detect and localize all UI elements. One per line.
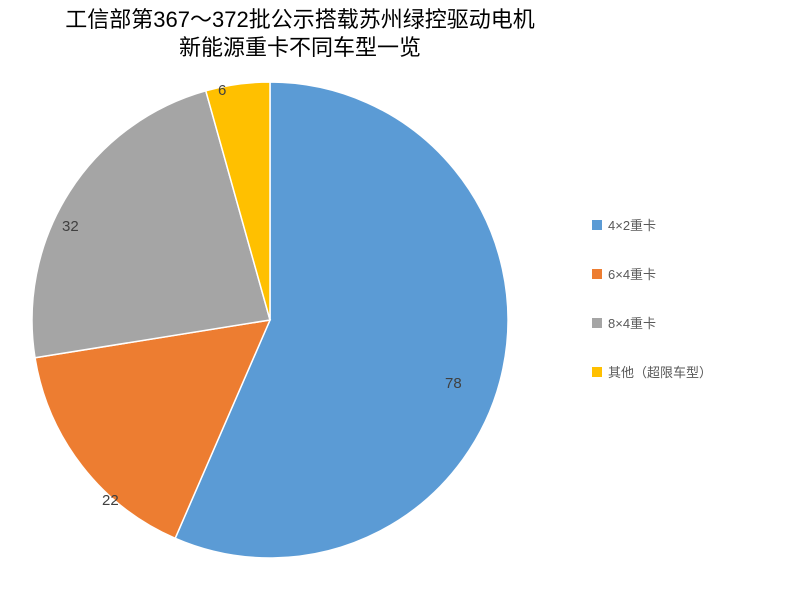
legend-label-0: 4×2重卡 <box>608 215 656 234</box>
legend-swatch-2 <box>592 318 602 328</box>
chart-title: 工信部第367～372批公示搭载苏州绿控驱动电机 新能源重卡不同车型一览 <box>0 6 600 61</box>
data-label-1: 22 <box>102 492 119 509</box>
chart-title-line2: 新能源重卡不同车型一览 <box>0 34 600 62</box>
chart-container: 工信部第367～372批公示搭载苏州绿控驱动电机 新能源重卡不同车型一览 4×2… <box>0 0 786 593</box>
pie-chart <box>30 80 510 560</box>
data-label-3: 6 <box>218 82 226 99</box>
legend-item-0: 4×2重卡 <box>592 215 762 234</box>
data-label-0: 78 <box>445 375 462 392</box>
chart-title-line1: 工信部第367～372批公示搭载苏州绿控驱动电机 <box>0 6 600 34</box>
legend-swatch-3 <box>592 367 602 377</box>
data-label-2: 32 <box>62 218 79 235</box>
legend-item-2: 8×4重卡 <box>592 313 762 332</box>
legend-label-1: 6×4重卡 <box>608 264 656 283</box>
legend-item-3: 其他（超限车型） <box>592 362 762 381</box>
legend-swatch-1 <box>592 269 602 279</box>
pie-svg <box>30 80 510 560</box>
legend-swatch-0 <box>592 220 602 230</box>
legend-label-2: 8×4重卡 <box>608 313 656 332</box>
legend: 4×2重卡 6×4重卡 8×4重卡其他（超限车型） <box>592 215 762 411</box>
legend-label-3: 其他（超限车型） <box>608 362 712 381</box>
legend-item-1: 6×4重卡 <box>592 264 762 283</box>
